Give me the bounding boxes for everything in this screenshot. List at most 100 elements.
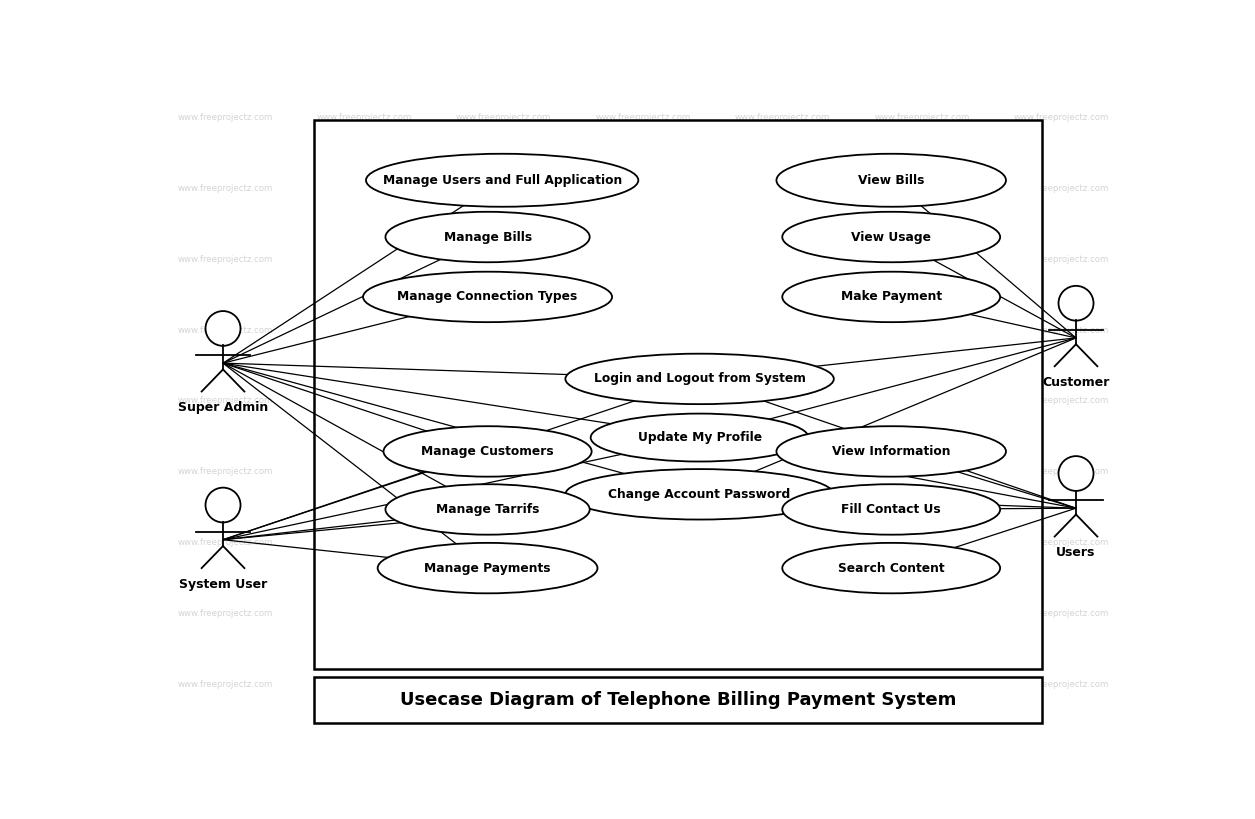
Text: www.freeprojectz.com: www.freeprojectz.com (875, 681, 970, 690)
Ellipse shape (385, 212, 590, 262)
Text: www.freeprojectz.com: www.freeprojectz.com (875, 255, 970, 264)
Text: www.freeprojectz.com: www.freeprojectz.com (1014, 609, 1109, 618)
Text: www.freeprojectz.com: www.freeprojectz.com (456, 538, 551, 547)
Text: www.freeprojectz.com: www.freeprojectz.com (1014, 113, 1109, 122)
Text: Manage Bills: Manage Bills (443, 230, 532, 243)
Text: Usecase Diagram of Telephone Billing Payment System: Usecase Diagram of Telephone Billing Pay… (400, 691, 956, 709)
Text: www.freeprojectz.com: www.freeprojectz.com (1014, 183, 1109, 192)
Text: www.freeprojectz.com: www.freeprojectz.com (316, 468, 412, 477)
Text: www.freeprojectz.com: www.freeprojectz.com (456, 113, 551, 122)
Text: System User: System User (179, 577, 267, 590)
Ellipse shape (777, 154, 1007, 206)
Text: www.freeprojectz.com: www.freeprojectz.com (456, 609, 551, 618)
Ellipse shape (782, 272, 1000, 322)
Text: www.freeprojectz.com: www.freeprojectz.com (735, 325, 831, 334)
Text: www.freeprojectz.com: www.freeprojectz.com (177, 538, 272, 547)
Ellipse shape (566, 354, 833, 404)
Text: www.freeprojectz.com: www.freeprojectz.com (596, 113, 690, 122)
Text: www.freeprojectz.com: www.freeprojectz.com (177, 325, 272, 334)
Text: Users: Users (1057, 546, 1096, 559)
Ellipse shape (782, 543, 1000, 593)
Text: www.freeprojectz.com: www.freeprojectz.com (596, 325, 690, 334)
Text: Change Account Password: Change Account Password (609, 488, 791, 500)
Text: www.freeprojectz.com: www.freeprojectz.com (456, 255, 551, 264)
Text: Make Payment: Make Payment (841, 291, 941, 303)
Text: www.freeprojectz.com: www.freeprojectz.com (596, 681, 690, 690)
Text: www.freeprojectz.com: www.freeprojectz.com (1014, 255, 1109, 264)
Text: Update My Profile: Update My Profile (638, 431, 762, 444)
Text: www.freeprojectz.com: www.freeprojectz.com (456, 468, 551, 477)
Text: www.freeprojectz.com: www.freeprojectz.com (735, 468, 831, 477)
Text: Manage Connection Types: Manage Connection Types (398, 291, 577, 303)
Text: Search Content: Search Content (838, 562, 945, 575)
Text: www.freeprojectz.com: www.freeprojectz.com (596, 538, 690, 547)
Text: www.freeprojectz.com: www.freeprojectz.com (316, 325, 412, 334)
Text: www.freeprojectz.com: www.freeprojectz.com (596, 609, 690, 618)
Text: www.freeprojectz.com: www.freeprojectz.com (875, 325, 970, 334)
Text: www.freeprojectz.com: www.freeprojectz.com (177, 183, 272, 192)
Text: www.freeprojectz.com: www.freeprojectz.com (875, 183, 970, 192)
Ellipse shape (385, 484, 590, 535)
Text: www.freeprojectz.com: www.freeprojectz.com (735, 609, 831, 618)
Ellipse shape (206, 487, 241, 523)
Text: www.freeprojectz.com: www.freeprojectz.com (1014, 681, 1109, 690)
Text: www.freeprojectz.com: www.freeprojectz.com (316, 255, 412, 264)
Text: www.freeprojectz.com: www.freeprojectz.com (735, 113, 831, 122)
Text: www.freeprojectz.com: www.freeprojectz.com (456, 681, 551, 690)
Ellipse shape (363, 272, 612, 322)
Text: Fill Contact Us: Fill Contact Us (841, 503, 941, 516)
Text: www.freeprojectz.com: www.freeprojectz.com (735, 681, 831, 690)
Ellipse shape (384, 426, 591, 477)
Text: Manage Customers: Manage Customers (422, 445, 553, 458)
Text: www.freeprojectz.com: www.freeprojectz.com (1014, 325, 1109, 334)
Ellipse shape (777, 426, 1007, 477)
Text: www.freeprojectz.com: www.freeprojectz.com (735, 538, 831, 547)
Ellipse shape (566, 469, 833, 519)
Text: www.freeprojectz.com: www.freeprojectz.com (1014, 538, 1109, 547)
Text: www.freeprojectz.com: www.freeprojectz.com (875, 396, 970, 405)
Text: www.freeprojectz.com: www.freeprojectz.com (875, 538, 970, 547)
Text: www.freeprojectz.com: www.freeprojectz.com (875, 609, 970, 618)
Text: www.freeprojectz.com: www.freeprojectz.com (177, 396, 272, 405)
Ellipse shape (782, 484, 1000, 535)
Ellipse shape (1058, 286, 1093, 320)
Text: www.freeprojectz.com: www.freeprojectz.com (735, 183, 831, 192)
Text: www.freeprojectz.com: www.freeprojectz.com (596, 396, 690, 405)
FancyBboxPatch shape (315, 677, 1042, 722)
FancyBboxPatch shape (315, 120, 1042, 669)
Text: View Bills: View Bills (858, 174, 925, 187)
Text: www.freeprojectz.com: www.freeprojectz.com (456, 396, 551, 405)
Ellipse shape (1058, 456, 1093, 491)
Text: www.freeprojectz.com: www.freeprojectz.com (735, 396, 831, 405)
Text: www.freeprojectz.com: www.freeprojectz.com (596, 255, 690, 264)
Text: www.freeprojectz.com: www.freeprojectz.com (875, 113, 970, 122)
Text: www.freeprojectz.com: www.freeprojectz.com (1014, 396, 1109, 405)
Text: www.freeprojectz.com: www.freeprojectz.com (177, 609, 272, 618)
Text: www.freeprojectz.com: www.freeprojectz.com (316, 113, 412, 122)
Text: www.freeprojectz.com: www.freeprojectz.com (596, 183, 690, 192)
Text: www.freeprojectz.com: www.freeprojectz.com (1014, 468, 1109, 477)
Ellipse shape (591, 414, 808, 462)
Text: www.freeprojectz.com: www.freeprojectz.com (735, 255, 831, 264)
Text: Super Admin: Super Admin (178, 401, 269, 414)
Text: Manage Users and Full Application: Manage Users and Full Application (383, 174, 621, 187)
Text: www.freeprojectz.com: www.freeprojectz.com (316, 183, 412, 192)
Text: View Information: View Information (832, 445, 950, 458)
Ellipse shape (782, 212, 1000, 262)
Text: www.freeprojectz.com: www.freeprojectz.com (316, 681, 412, 690)
Text: View Usage: View Usage (851, 230, 931, 243)
Text: www.freeprojectz.com: www.freeprojectz.com (456, 325, 551, 334)
Text: www.freeprojectz.com: www.freeprojectz.com (177, 468, 272, 477)
Text: www.freeprojectz.com: www.freeprojectz.com (596, 468, 690, 477)
Text: www.freeprojectz.com: www.freeprojectz.com (316, 538, 412, 547)
Ellipse shape (206, 311, 241, 346)
Text: www.freeprojectz.com: www.freeprojectz.com (316, 396, 412, 405)
Text: www.freeprojectz.com: www.freeprojectz.com (316, 609, 412, 618)
Text: www.freeprojectz.com: www.freeprojectz.com (177, 113, 272, 122)
Ellipse shape (366, 154, 639, 206)
Text: www.freeprojectz.com: www.freeprojectz.com (456, 183, 551, 192)
Text: www.freeprojectz.com: www.freeprojectz.com (177, 255, 272, 264)
Ellipse shape (378, 543, 597, 593)
Text: Manage Tarrifs: Manage Tarrifs (435, 503, 540, 516)
Text: Login and Logout from System: Login and Logout from System (594, 373, 806, 386)
